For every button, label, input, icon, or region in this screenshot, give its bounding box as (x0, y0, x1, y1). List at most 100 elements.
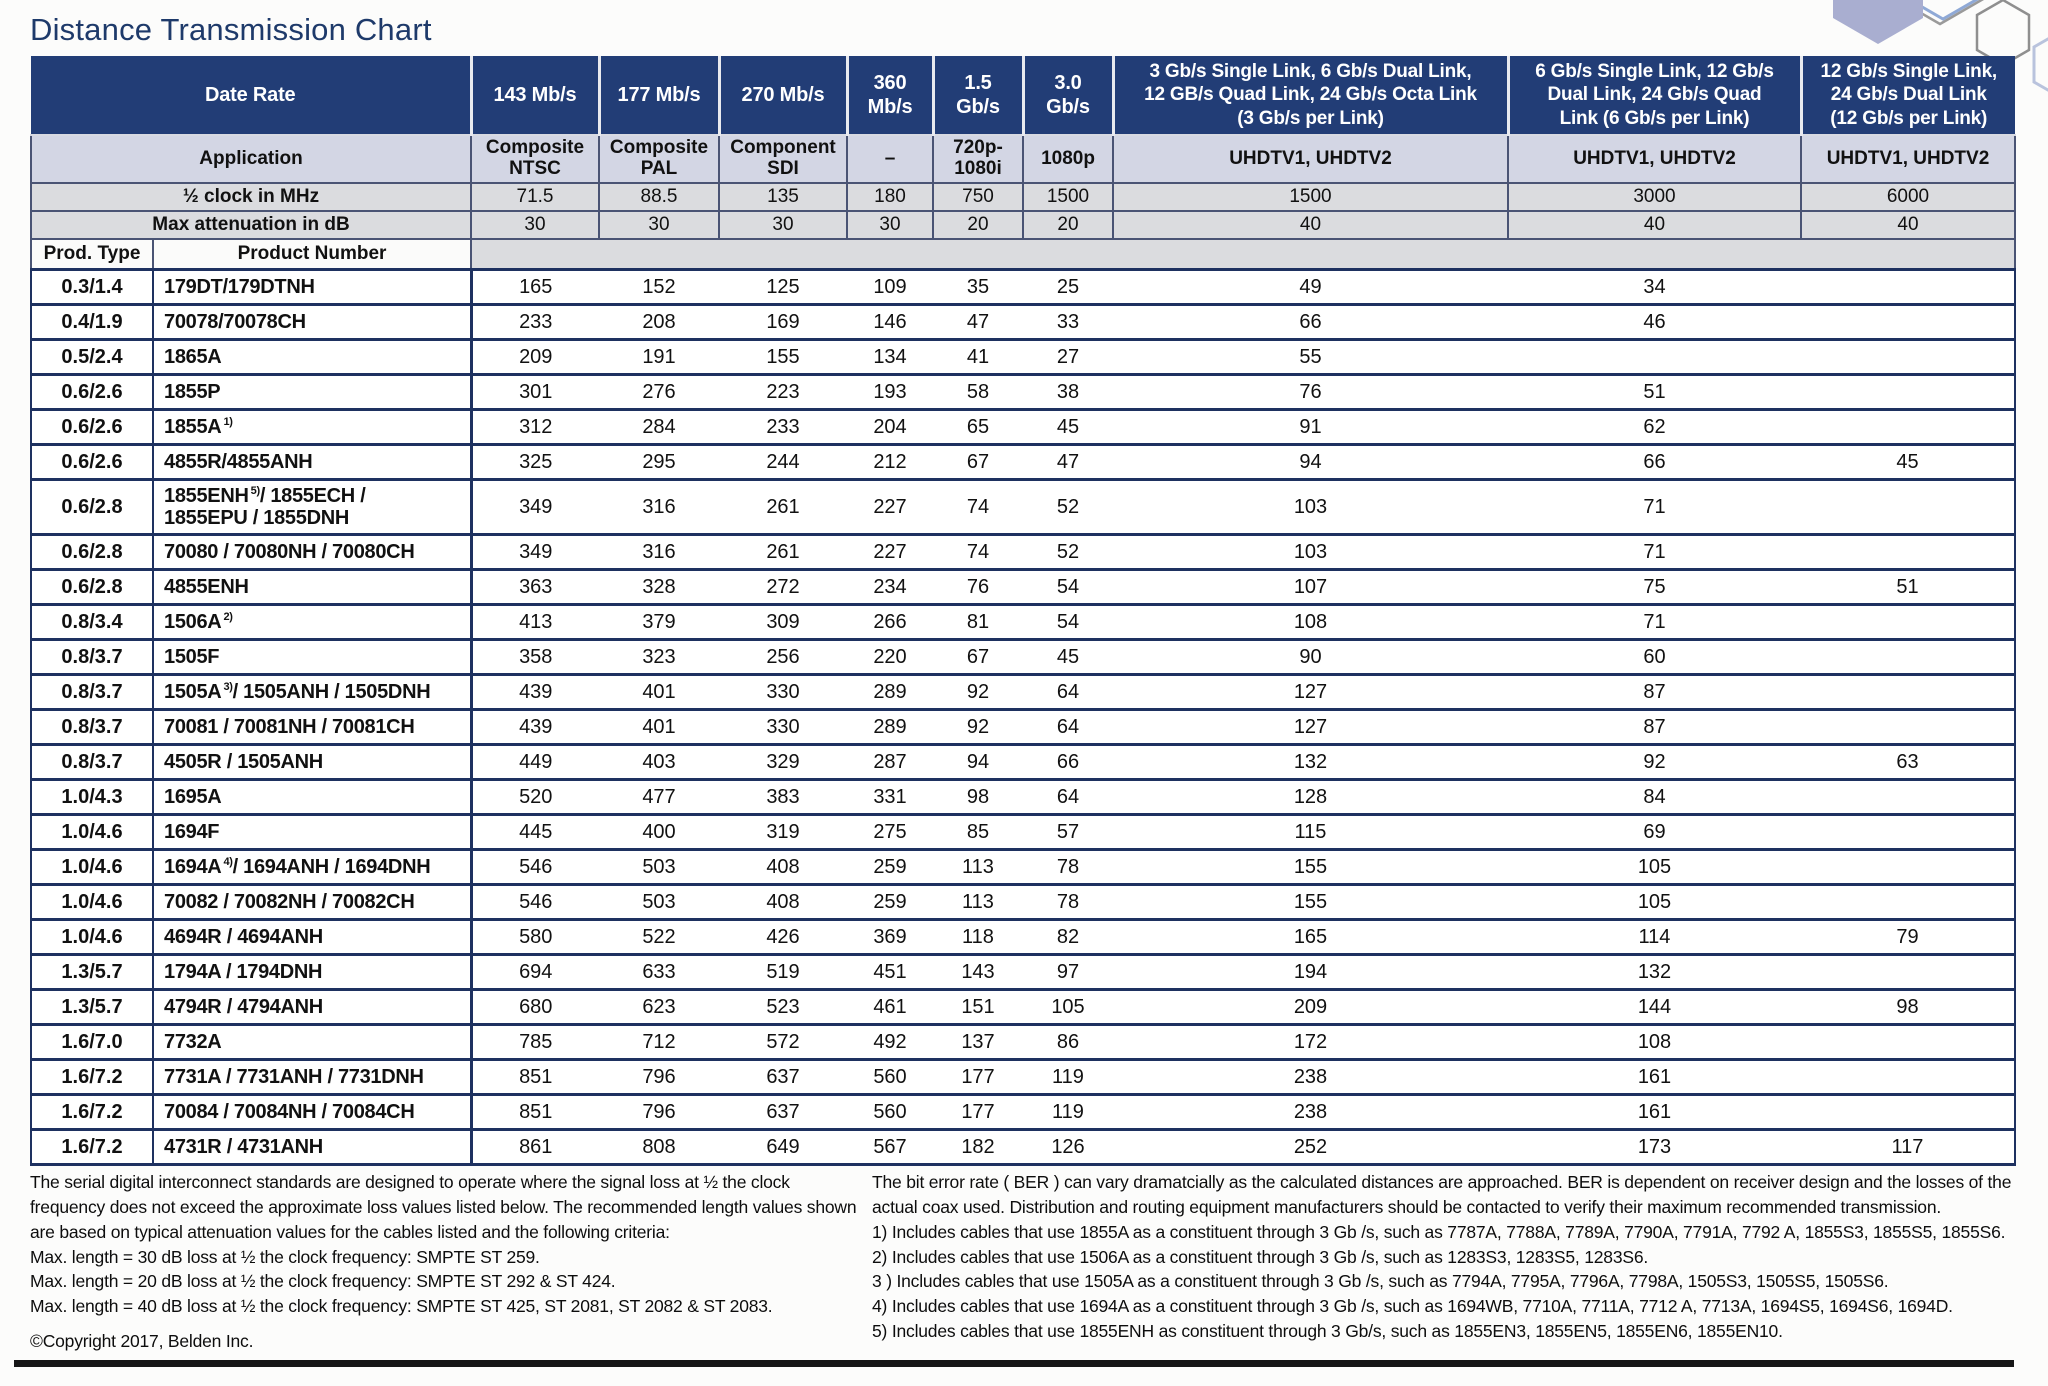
distance-value-cell: 155 (1113, 883, 1508, 921)
rate-col-header: 12 Gb/s Single Link, 24 Gb/s Dual Link (… (1799, 56, 2015, 136)
footnote-item: 2) Includes cables that use 1506A as a c… (872, 1246, 1649, 1267)
product-name: 70082 / 70082NH / 70082CH (164, 890, 415, 913)
table-row: 0.8/3.7 4505R / 1505ANH 449 403 329 287 94 66 13… (30, 743, 2016, 781)
footnote-paragraph: The bit error rate ( BER ) can vary dram… (872, 1172, 2012, 1217)
distance-value-cell: 349 (471, 478, 599, 536)
distance-value-cell (1801, 338, 2016, 376)
distance-transmission-table: Date Rate 143 Mb/s 177 Mb/s 270 Mb/s 360… (30, 56, 2016, 1166)
criteria-line: Max. length = 30 dB loss at ½ the clock … (30, 1246, 540, 1267)
distance-value-cell: 51 (1801, 568, 2016, 606)
distance-value-cell: 223 (719, 373, 847, 411)
distance-value-cell: 379 (599, 603, 719, 641)
distance-value-cell: 329 (719, 743, 847, 781)
prod-type-cell: 1.6/7.2 (30, 1128, 154, 1166)
distance-value-cell: 272 (719, 568, 847, 606)
distance-value-cell: 60 (1508, 638, 1801, 676)
distance-value-cell: 64 (1023, 673, 1113, 711)
distance-value-cell: 193 (847, 373, 933, 411)
product-number-cell: 70084 / 70084NH / 70084CH (153, 1093, 473, 1131)
distance-value-cell: 132 (1113, 743, 1508, 781)
criteria-line: Max. length = 40 dB loss at ½ the clock … (30, 1296, 773, 1317)
distance-value-cell: 227 (847, 478, 933, 536)
rate-col-header: 1.5 Gb/s (931, 56, 1023, 136)
distance-value-cell: 325 (471, 443, 599, 481)
distance-value-cell: 165 (471, 268, 599, 306)
table-row: 1.6/7.2 7731A / 7731ANH / 7731DNH 851 796 63… (30, 1058, 2016, 1096)
distance-value-cell: 165 (1113, 918, 1508, 956)
distance-value-cell: 155 (719, 338, 847, 376)
distance-value-cell: 694 (471, 953, 599, 991)
footnote-marker: 1) (223, 416, 233, 429)
product-number-cell: 4855ENH (153, 568, 473, 606)
table-row: 0.3/1.4 179DT/179DTNH 165 152 125 109 35 25 49 34 (30, 268, 2016, 306)
distance-value-cell: 113 (933, 883, 1023, 921)
table-row: 1.0/4.6 70082 / 70082NH / 70082CH 546 503 40… (30, 883, 2016, 921)
distance-value-cell: 76 (933, 568, 1023, 606)
table-row: 1.0/4.6 1694A 4)/ 1694ANH / 1694DNH 546 503 4… (30, 848, 2016, 886)
product-name: 1855P (164, 380, 221, 403)
distance-value-cell: 323 (599, 638, 719, 676)
distance-value-cell: 152 (599, 268, 719, 306)
distance-value-cell: 103 (1113, 533, 1508, 571)
application-cell: Composite PAL (598, 134, 720, 184)
distance-value-cell: 161 (1508, 1093, 1801, 1131)
rate-col-header: 6 Gb/s Single Link, 12 Gb/s Dual Link, 2… (1506, 56, 1801, 136)
distance-value-cell: 151 (933, 988, 1023, 1026)
distance-value-cell: 35 (933, 268, 1023, 306)
distance-value-cell: 98 (1801, 988, 2016, 1026)
half-clock-cell: 88.5 (598, 182, 720, 212)
page-title: Distance Transmission Chart (30, 12, 432, 47)
distance-value-cell: 244 (719, 443, 847, 481)
product-number-cell: 70080 / 70080NH / 70080CH (153, 533, 473, 571)
prod-type-cell: 0.8/3.7 (30, 638, 154, 676)
distance-value-cell: 126 (1023, 1128, 1113, 1166)
product-name: 4731R / 4731ANH (164, 1135, 323, 1158)
product-name: 4505R / 1505ANH (164, 750, 323, 773)
table-row: 0.6/2.6 1855P 301 276 223 193 58 38 76 51 (30, 373, 2016, 411)
distance-value-cell: 567 (847, 1128, 933, 1166)
table-row: 1.0/4.6 1694F 445 400 319 275 85 57 115 69 (30, 813, 2016, 851)
distance-value-cell: 49 (1113, 268, 1508, 306)
distance-value-cell: 27 (1023, 338, 1113, 376)
prod-type-cell: 1.6/7.0 (30, 1023, 154, 1061)
distance-value-cell: 261 (719, 533, 847, 571)
distance-value-cell: 63 (1801, 743, 2016, 781)
distance-value-cell: 108 (1113, 603, 1508, 641)
distance-value-cell (1801, 848, 2016, 886)
application-cell: – (846, 134, 934, 184)
half-clock-cell: 750 (932, 182, 1024, 212)
distance-value-cell: 519 (719, 953, 847, 991)
max-attenuation-cell: 30 (598, 210, 720, 240)
product-name: 4855R/4855ANH (164, 450, 313, 473)
product-number-cell: 1694F (153, 813, 473, 851)
product-name: 70078/70078CH (164, 310, 306, 333)
distance-value-cell: 173 (1508, 1128, 1801, 1166)
distance-value-cell (1801, 268, 2016, 306)
distance-value-cell: 34 (1508, 268, 1801, 306)
distance-value-cell: 46 (1508, 303, 1801, 341)
table-row: 0.4/1.9 70078/70078CH 233 208 169 146 47 33 66 46 (30, 303, 2016, 341)
distance-value-cell: 114 (1508, 918, 1801, 956)
distance-value-cell: 546 (471, 848, 599, 886)
distance-value-cell: 108 (1508, 1023, 1801, 1061)
distance-value-cell: 808 (599, 1128, 719, 1166)
distance-value-cell: 67 (933, 638, 1023, 676)
distance-value-cell: 105 (1023, 988, 1113, 1026)
bottom-rule (14, 1360, 2014, 1367)
distance-value-cell: 572 (719, 1023, 847, 1061)
max-attenuation-cell: 20 (932, 210, 1024, 240)
footnote-paragraph: The serial digital interconnect standard… (30, 1172, 857, 1242)
distance-value-cell (1801, 638, 2016, 676)
distance-value-cell: 127 (1113, 673, 1508, 711)
prod-type-cell: 1.3/5.7 (30, 988, 154, 1026)
distance-value-cell: 523 (719, 988, 847, 1026)
distance-value-cell (1801, 408, 2016, 446)
product-number-cell: 70081 / 70081NH / 70081CH (153, 708, 473, 746)
product-name: 1694A (164, 855, 222, 878)
product-name: 1695A (164, 785, 222, 808)
distance-value-cell: 312 (471, 408, 599, 446)
product-number-cell: 1695A (153, 778, 473, 816)
distance-value-cell: 105 (1508, 883, 1801, 921)
distance-value-cell: 284 (599, 408, 719, 446)
distance-value-cell: 66 (1023, 743, 1113, 781)
